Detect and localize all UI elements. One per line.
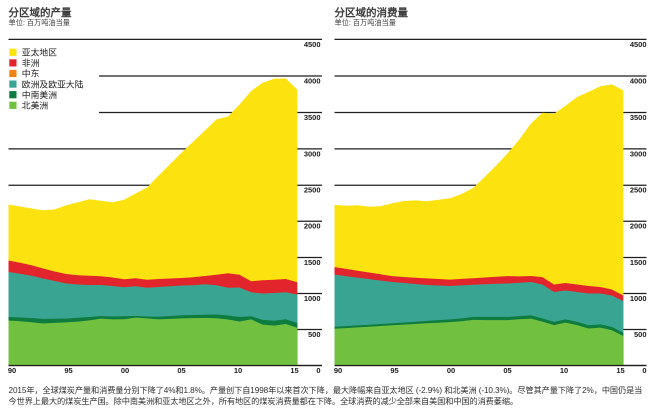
- svg-text:4000: 4000: [630, 76, 647, 85]
- svg-text:2000: 2000: [630, 222, 647, 231]
- svg-text:1500: 1500: [630, 258, 647, 267]
- svg-text:单位: 百万吨油当量: 单位: 百万吨油当量: [335, 18, 397, 27]
- svg-text:3500: 3500: [630, 113, 647, 122]
- svg-text:3500: 3500: [304, 113, 321, 122]
- svg-text:0: 0: [316, 366, 320, 375]
- svg-text:10: 10: [234, 366, 242, 375]
- svg-text:3000: 3000: [304, 149, 321, 158]
- svg-text:2500: 2500: [630, 186, 647, 195]
- svg-text:4500: 4500: [630, 40, 647, 49]
- svg-text:亚太地区: 亚太地区: [22, 47, 57, 58]
- svg-text:05: 05: [503, 366, 511, 375]
- svg-text:15: 15: [290, 366, 298, 375]
- svg-text:05: 05: [177, 366, 185, 375]
- svg-text:15: 15: [616, 366, 624, 375]
- svg-text:分区域的消费量: 分区域的消费量: [335, 6, 409, 19]
- svg-text:95: 95: [390, 366, 398, 375]
- svg-text:90: 90: [8, 366, 16, 375]
- svg-text:00: 00: [121, 366, 129, 375]
- svg-text:500: 500: [634, 330, 647, 339]
- svg-text:非洲: 非洲: [22, 57, 40, 68]
- svg-text:2000: 2000: [304, 222, 321, 231]
- svg-text:1000: 1000: [630, 294, 647, 303]
- svg-text:2500: 2500: [304, 186, 321, 195]
- svg-text:00: 00: [447, 366, 455, 375]
- svg-text:10: 10: [560, 366, 568, 375]
- svg-text:90: 90: [334, 366, 342, 375]
- svg-text:中南美洲: 中南美洲: [22, 89, 57, 100]
- svg-text:0: 0: [642, 366, 646, 375]
- svg-text:单位: 百万吨油当量: 单位: 百万吨油当量: [9, 18, 71, 27]
- svg-text:95: 95: [64, 366, 72, 375]
- svg-text:4500: 4500: [304, 40, 321, 49]
- svg-text:1500: 1500: [304, 258, 321, 267]
- svg-text:中东: 中东: [22, 68, 40, 79]
- svg-text:欧洲及欧亚大陆: 欧洲及欧亚大陆: [22, 78, 84, 89]
- svg-text:分区域的产量: 分区域的产量: [9, 6, 72, 19]
- svg-text:3000: 3000: [630, 149, 647, 158]
- svg-text:500: 500: [308, 330, 321, 339]
- svg-text:1000: 1000: [304, 294, 321, 303]
- svg-text:4000: 4000: [304, 76, 321, 85]
- svg-text:北美洲: 北美洲: [22, 100, 49, 111]
